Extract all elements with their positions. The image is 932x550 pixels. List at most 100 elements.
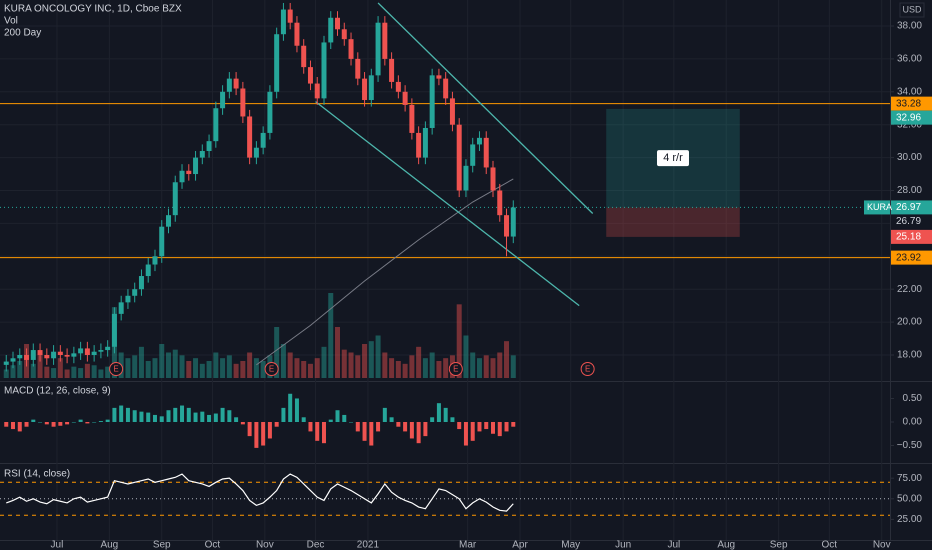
macd-bar [24,422,29,427]
earnings-marker [109,362,124,376]
volume-bar [483,355,489,378]
candle-body [240,88,246,117]
volume-bar [166,352,172,378]
x-tick-label: Aug [717,540,735,550]
macd-bar [200,411,205,422]
candle-body [497,190,503,216]
candle-body [44,354,50,359]
macd-bar [349,422,354,423]
volume-bar [368,341,374,378]
volume-bar [504,341,510,378]
macd-bar [4,422,9,427]
macd-bar [254,422,259,448]
volume-bar [409,355,415,378]
x-tick-label: Sep [153,540,171,550]
macd-bar [78,419,83,422]
volume-bar [152,358,158,378]
macd-bar [504,422,509,432]
macd-bar [376,422,381,432]
macd-bar [389,417,394,422]
macd-bar [193,412,198,422]
volume-bar [476,358,482,378]
price-tag [891,214,932,229]
macd-bar [301,417,306,422]
candle-body [30,350,36,360]
volume-bar [395,361,401,378]
x-tick-label: Nov [873,540,891,550]
price-tag-label: 33.28 [896,98,921,109]
candle-body [213,108,219,142]
price-tag [891,96,932,111]
trendline [315,101,580,307]
volume-bar [422,358,428,378]
macd-bar [207,414,212,422]
volume-bar [44,366,50,378]
macd-bar [463,422,468,446]
macd-bar [119,405,124,422]
volume-bar [37,352,43,378]
macd-bar [58,422,63,426]
macd-bar [315,422,320,441]
volume-bar [91,365,97,378]
volume-bar [341,349,347,378]
candle-body [159,226,165,257]
candle-body [470,144,476,166]
macd-bar [443,407,448,422]
macd-bar [146,412,151,422]
macd-bar [112,407,117,422]
x-tick-label: Dec [307,540,325,550]
pane-title: MACD (12, 26, close, 9) [4,386,111,397]
candle-body [220,91,226,109]
price-tag-label: 23.92 [896,252,921,263]
macd-bar [159,416,164,422]
y-tick-label: 20.00 [897,317,922,328]
macd-bar [362,422,367,441]
macd-bar [31,419,36,422]
price-tag [891,229,932,244]
macd-bar [51,422,56,427]
macd-bar [71,422,76,423]
volume-bar [416,346,422,378]
volume-bar [186,361,192,378]
macd-bar [288,393,293,422]
candle-body [483,137,489,168]
volume-bar [220,358,226,378]
volume-bar [51,368,57,378]
volume-bar [71,366,77,378]
volume-bar [348,352,354,378]
macd-bar [234,417,239,422]
x-tick-label: Oct [822,540,838,550]
macd-bar [38,422,43,423]
candle-body [64,354,70,357]
candle-body [341,29,347,40]
x-tick-label: Sep [770,540,788,550]
pane-title: KURA ONCOLOGY INC, 1D, Cboe BZX [4,4,182,15]
volume-bar [321,346,327,378]
macd-bar [511,422,516,427]
volume-bar [105,366,111,378]
candle-body [274,34,280,92]
candle-body [253,147,259,158]
earnings-label: E [113,365,118,374]
macd-bar [321,422,326,444]
volume-bar [510,355,516,378]
volume-bar [287,352,293,378]
moving-average [256,178,514,366]
macd-bar [139,411,144,422]
macd-bar [44,422,49,425]
candle-body [443,78,449,99]
candle-body [362,78,368,101]
x-tick-label: May [561,540,580,550]
macd-bar [227,410,232,422]
volume-bar [355,355,361,378]
candle-body [166,215,172,227]
price-tag-label: 25.18 [896,232,921,243]
macd-bar [430,417,435,422]
y-tick-label: 36.00 [897,54,922,65]
macd-bar [213,413,218,422]
volume-bar [213,352,219,378]
price-tag [891,200,932,215]
x-tick-label: Nov [256,540,274,550]
macd-bar [267,422,272,439]
